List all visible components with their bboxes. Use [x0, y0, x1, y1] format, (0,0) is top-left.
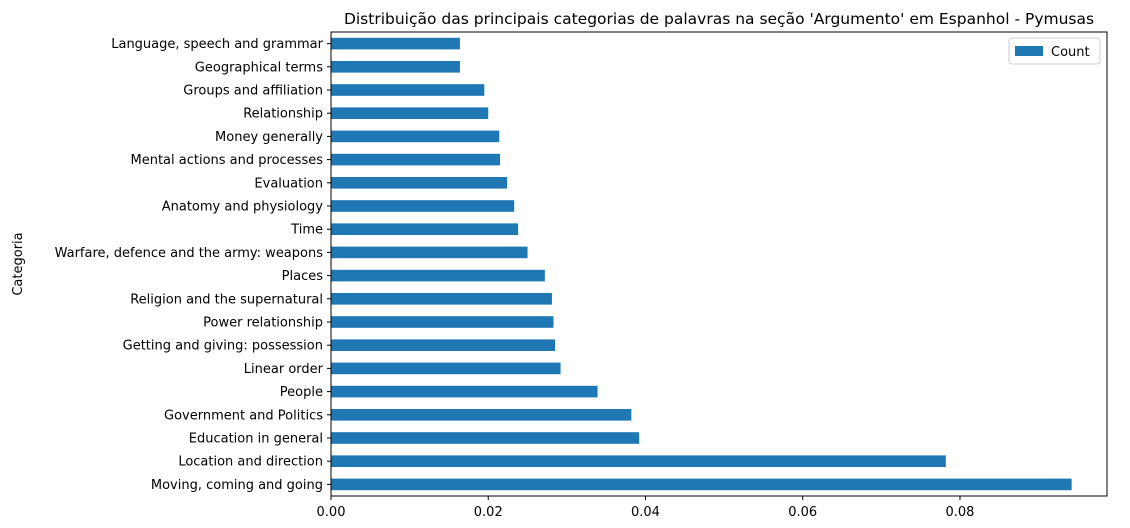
bars-group [331, 37, 1072, 491]
bar [331, 61, 460, 73]
bar [331, 84, 485, 96]
plot-frame [330, 31, 1108, 497]
bar [331, 339, 556, 351]
bar [331, 246, 528, 259]
y-tick-label: Places [282, 269, 324, 284]
bar [331, 362, 561, 375]
bar [331, 293, 552, 305]
y-tick-label: Evaluation [254, 176, 323, 191]
y-axis-ticks: Moving, coming and going Location and dir… [55, 37, 331, 493]
bar [331, 269, 545, 282]
y-tick-label: Time [290, 223, 323, 238]
bar [331, 455, 946, 467]
x-tick-label: 0.06 [788, 505, 817, 520]
y-tick-label: Moving, coming and going [151, 478, 323, 493]
y-tick-label: Geographical terms [195, 60, 323, 75]
x-tick-label: 0.04 [631, 505, 660, 520]
y-tick-label: Education in general [189, 432, 323, 447]
bar [331, 223, 519, 235]
chart-title: Distribuição das principais categorias d… [344, 10, 1094, 28]
bar [331, 478, 1072, 491]
bar [331, 130, 500, 143]
bar [331, 385, 598, 398]
bar [331, 432, 640, 444]
y-axis-label: Categoria [11, 232, 26, 295]
y-tick-label: Warfare, defence and the army: weapons [55, 246, 324, 261]
legend: Count [1008, 37, 1101, 65]
y-tick-label: Mental actions and processes [131, 153, 324, 168]
y-tick-label: Location and direction [178, 455, 323, 470]
x-tick-label: 0.02 [474, 505, 503, 520]
bar [331, 316, 554, 328]
x-axis-ticks: 0.00 0.02 0.04 0.06 0.08 [317, 496, 975, 520]
x-tick-label: 0.00 [317, 505, 346, 520]
y-tick-label: Power relationship [203, 316, 323, 331]
bar [331, 37, 460, 50]
y-tick-label: Groups and affiliation [183, 84, 323, 99]
y-tick-label: Getting and giving: possession [123, 339, 323, 354]
y-tick-label: Government and Politics [164, 408, 323, 423]
bar [331, 177, 508, 189]
legend-swatch [1015, 46, 1043, 56]
legend-label: Count [1051, 45, 1090, 60]
y-tick-label: Money generally [215, 130, 323, 145]
y-tick-label: Linear order [244, 362, 324, 377]
legend-box [1008, 37, 1101, 65]
x-tick-label: 0.08 [946, 505, 975, 520]
y-tick-label: People [280, 385, 323, 400]
bar [331, 409, 632, 421]
y-tick-label: Anatomy and physiology [162, 200, 324, 215]
y-tick-label: Religion and the supernatural [130, 292, 323, 307]
y-tick-label: Language, speech and grammar [111, 37, 323, 52]
y-tick-label: Relationship [243, 107, 323, 122]
bar [331, 107, 489, 119]
bar [331, 153, 501, 166]
bar [331, 200, 515, 212]
